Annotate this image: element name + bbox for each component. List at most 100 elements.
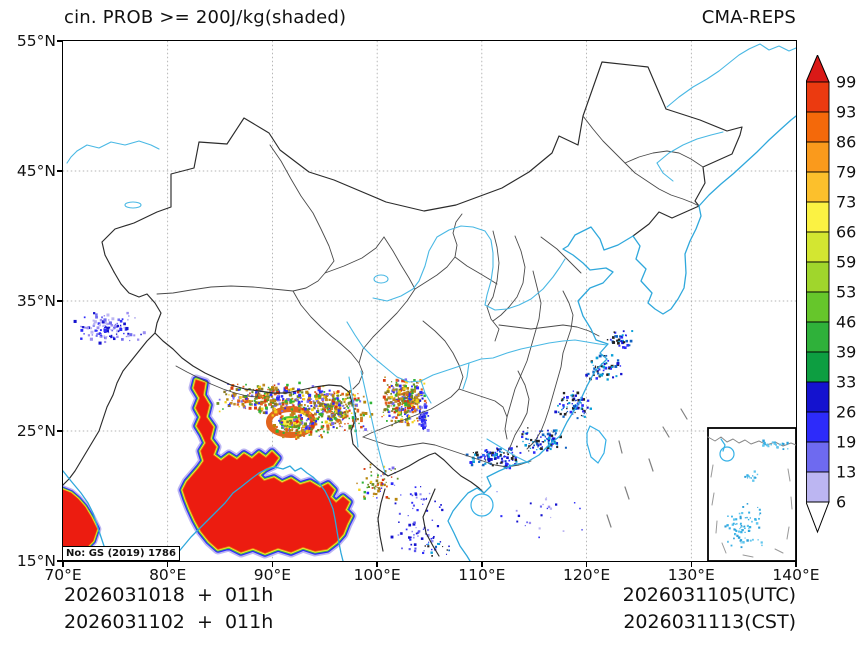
prob-speckle xyxy=(363,496,365,498)
prob-speckle xyxy=(391,482,394,485)
prob-speckle xyxy=(399,513,401,515)
prob-speckle xyxy=(735,530,737,532)
prob-speckle xyxy=(563,399,564,400)
prob-speckle xyxy=(414,550,416,552)
prob-speckle xyxy=(747,477,748,478)
prob-speckle xyxy=(419,416,421,418)
prob-speckle xyxy=(344,429,346,431)
prob-speckle xyxy=(377,490,380,493)
prob-speckle xyxy=(345,404,347,406)
prob-speckle xyxy=(557,405,559,407)
prob-speckle xyxy=(417,404,419,406)
colorbar-label: 33 xyxy=(836,373,856,392)
prob-speckle xyxy=(242,386,244,388)
prob-speckle xyxy=(424,403,426,405)
prob-speckle xyxy=(424,400,426,402)
prob-speckle xyxy=(390,401,392,403)
national-border xyxy=(378,489,385,551)
prob-speckle xyxy=(298,431,300,433)
prob-speckle xyxy=(476,454,479,457)
prob-speckle xyxy=(415,486,417,488)
prob-speckle xyxy=(628,344,630,346)
prob-speckle xyxy=(352,420,353,421)
prob-speckle xyxy=(727,515,728,516)
prob-speckle xyxy=(403,387,406,390)
prob-speckle xyxy=(323,391,325,393)
prob-speckle xyxy=(270,399,273,402)
prob-speckle xyxy=(441,509,443,511)
prob-speckle xyxy=(407,404,410,407)
prob-speckle xyxy=(415,493,417,495)
prob-speckle xyxy=(606,373,608,375)
prob-speckle xyxy=(378,487,380,489)
colorbar-segment xyxy=(807,172,830,202)
prob-speckle xyxy=(399,409,402,412)
colorbar-segment xyxy=(807,352,830,382)
prob-speckle xyxy=(289,423,291,425)
prob-speckle xyxy=(486,451,487,452)
prob-speckle xyxy=(386,404,387,405)
prob-speckle xyxy=(133,334,135,336)
prob-speckle xyxy=(582,415,583,416)
prob-speckle xyxy=(100,329,102,331)
prob-speckle xyxy=(573,406,575,408)
prob-speckle xyxy=(562,416,564,418)
prob-speckle xyxy=(581,529,583,531)
prob-speckle xyxy=(319,435,321,437)
prob-speckle xyxy=(776,446,778,448)
prob-speckle xyxy=(418,382,419,383)
prob-speckle xyxy=(348,410,350,412)
prob-speckle xyxy=(740,542,741,543)
prob-speckle xyxy=(555,434,556,435)
prob-speckle xyxy=(324,394,326,396)
prob-speckle xyxy=(321,436,323,438)
prob-speckle xyxy=(298,409,300,411)
prob-speckle xyxy=(267,389,268,390)
prob-speckle xyxy=(587,400,589,402)
prob-speckle xyxy=(442,546,443,547)
prob-speckle xyxy=(394,485,395,486)
prob-speckle xyxy=(107,323,109,325)
prob-speckle xyxy=(401,547,403,549)
prob-speckle xyxy=(290,401,292,403)
prob-speckle xyxy=(274,387,277,390)
prob-speckle xyxy=(368,486,370,488)
prob-speckle xyxy=(424,406,426,408)
prob-speckle xyxy=(297,436,299,438)
prob-speckle xyxy=(391,420,393,422)
prob-speckle xyxy=(332,415,335,418)
prob-speckle xyxy=(412,411,415,414)
prob-speckle xyxy=(109,321,112,324)
prob-speckle xyxy=(398,521,399,522)
prob-speckle xyxy=(762,444,764,446)
prob-speckle xyxy=(408,515,409,516)
prob-speckle xyxy=(748,476,749,477)
prob-speckle xyxy=(263,402,264,403)
prob-speckle xyxy=(327,418,329,420)
prob-speckle xyxy=(743,526,744,527)
prob-speckle xyxy=(274,426,275,427)
prob-speckle xyxy=(311,421,313,423)
prob-speckle xyxy=(97,326,100,329)
prob-speckle xyxy=(337,395,339,397)
prob-speckle xyxy=(258,388,260,390)
colorbar-label: 99 xyxy=(836,73,856,92)
prob-speckle xyxy=(329,393,330,394)
prob-speckle xyxy=(294,422,296,424)
prob-speckle xyxy=(779,444,781,446)
prob-speckle xyxy=(101,316,103,318)
prob-speckle xyxy=(738,531,740,533)
prob-speckle xyxy=(396,382,398,384)
prob-speckle xyxy=(276,426,278,428)
prob-speckle xyxy=(304,422,307,425)
prob-speckle xyxy=(551,435,553,437)
dash-mark xyxy=(649,459,653,471)
prob-speckle xyxy=(335,401,338,404)
prob-speckle xyxy=(134,317,136,319)
prob-speckle xyxy=(630,340,633,343)
prob-speckle xyxy=(625,340,627,342)
prob-speckle xyxy=(782,448,784,450)
prob-speckle xyxy=(593,365,594,366)
prob-speckle xyxy=(334,393,336,395)
prob-speckle xyxy=(748,528,749,529)
